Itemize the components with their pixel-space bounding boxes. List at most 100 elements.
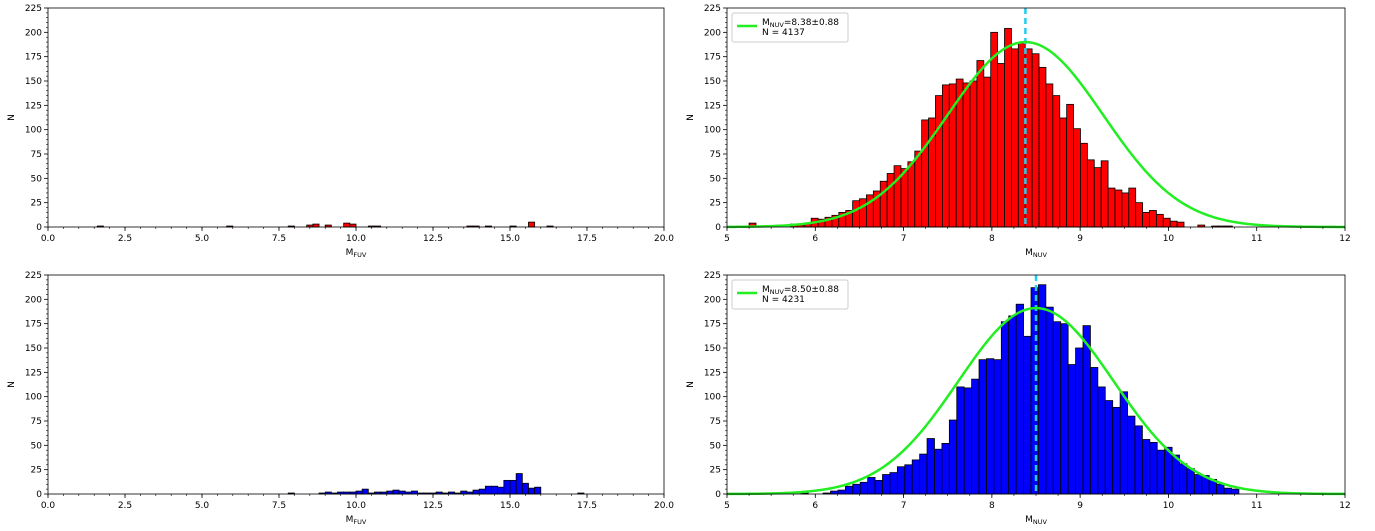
- y-tick-label: 200: [704, 295, 721, 305]
- x-tick-label: 7: [901, 234, 907, 244]
- histogram-bar: [935, 95, 943, 228]
- y-tick-label: 225: [704, 4, 721, 14]
- histogram-bar: [398, 490, 406, 495]
- histogram-bar: [997, 63, 1005, 228]
- histogram-bar: [882, 474, 891, 495]
- panel-fuv_blue: 0 25 50 75 100 125 150 175 200 225 0.0 2.5 5.0 7.5 10.…: [7, 271, 674, 526]
- histogram-bar: [1134, 425, 1143, 495]
- y-tick-label: 175: [25, 53, 42, 63]
- y-tick-label: 0: [36, 223, 42, 233]
- x-tick-label: 5.0: [195, 501, 210, 511]
- y-tick-label: 75: [710, 417, 721, 427]
- histogram-bar: [349, 223, 357, 228]
- x-tick-label: 12: [1339, 234, 1350, 244]
- histogram-bar: [896, 466, 906, 495]
- histogram-bar: [948, 419, 958, 495]
- histogram-bar: [886, 173, 895, 228]
- x-axis-label: MFUV: [346, 248, 367, 259]
- histogram-bar: [1075, 347, 1084, 495]
- histogram-bar: [1193, 474, 1203, 495]
- histogram-bar: [919, 453, 928, 495]
- y-tick-label: 0: [715, 223, 721, 233]
- histogram-bar: [1149, 210, 1157, 228]
- histogram-bar: [361, 488, 369, 495]
- x-tick-label: 5.0: [195, 234, 210, 244]
- histogram-bar: [478, 488, 486, 495]
- histogram-bar: [830, 490, 839, 495]
- histogram-bar: [509, 479, 517, 495]
- y-tick-label: 100: [704, 126, 721, 136]
- histogram-bar: [1067, 364, 1076, 495]
- histogram-bar: [1059, 117, 1068, 228]
- histogram-bar: [491, 485, 499, 495]
- histogram-bar: [1100, 160, 1109, 228]
- histogram-bar: [1119, 391, 1128, 495]
- histogram-bar: [515, 473, 523, 495]
- y-tick-label: 150: [25, 344, 42, 354]
- histogram-bar: [859, 481, 869, 495]
- histogram-bar: [1104, 400, 1114, 495]
- y-tick-label: 225: [704, 271, 721, 281]
- histogram-bar: [1135, 202, 1143, 228]
- y-tick-label: 25: [710, 199, 721, 209]
- histogram-bar: [1000, 321, 1010, 495]
- histogram-bar: [1086, 159, 1095, 228]
- histogram-bar: [859, 198, 867, 228]
- x-axis-label: MFUV: [346, 515, 367, 526]
- histogram-bar: [1127, 415, 1136, 495]
- histogram-bar: [1052, 95, 1061, 228]
- histogram-bar: [1169, 220, 1178, 228]
- histogram-bar: [1231, 488, 1240, 495]
- y-tick-label: 50: [710, 174, 722, 184]
- histogram-bar: [990, 31, 999, 228]
- histogram-bar: [983, 76, 992, 228]
- legend: MNUV=8.38±0.88N = 4137: [731, 12, 849, 43]
- x-tick-label: 7.5: [272, 234, 286, 244]
- histogram-bar: [1011, 48, 1019, 228]
- y-axis-label: N: [686, 114, 696, 121]
- histogram-bar: [312, 223, 320, 228]
- histogram-bar: [1030, 287, 1039, 495]
- y-tick-label: 150: [704, 344, 721, 354]
- y-tick-label: 200: [25, 28, 42, 38]
- x-tick-label: 12.5: [423, 501, 443, 511]
- panel-fuv_red: 0 25 50 75 100 125 150 175 200 225 0.0 2.5 5.0 7.5 10.…: [7, 4, 674, 259]
- x-tick-label: 5: [724, 234, 730, 244]
- x-tick-label: 11: [1251, 234, 1262, 244]
- histogram-bar: [976, 60, 985, 228]
- histogram-bar: [1090, 367, 1099, 495]
- y-tick-label: 50: [710, 441, 722, 451]
- histogram-bar: [1156, 449, 1166, 495]
- y-axis-label: N: [686, 381, 696, 388]
- x-tick-label: 6: [812, 501, 818, 511]
- histogram-bar: [1179, 463, 1188, 495]
- histogram-bar: [460, 490, 468, 495]
- histogram-bar: [1112, 406, 1121, 495]
- histogram-bar: [941, 84, 950, 228]
- gaussian-fit-curve: [726, 306, 1346, 496]
- histogram-bar: [343, 222, 351, 228]
- histogram-bar: [1023, 335, 1032, 495]
- legend-count: N = 4137: [762, 28, 805, 38]
- histogram-bar: [879, 180, 888, 228]
- y-tick-label: 125: [704, 101, 721, 111]
- legend-box: [731, 279, 849, 310]
- y-tick-label: 125: [25, 101, 42, 111]
- x-tick-label: 7: [901, 501, 907, 511]
- x-axis-label: MNUV: [1025, 248, 1047, 259]
- y-tick-label: 225: [25, 271, 42, 281]
- histogram-bar: [978, 359, 987, 495]
- histogram-bar: [1060, 323, 1069, 495]
- histogram-bar: [528, 221, 536, 228]
- histogram-bar: [1052, 321, 1062, 495]
- y-tick-label: 50: [31, 441, 43, 451]
- y-tick-label: 75: [31, 417, 42, 427]
- y-tick-label: 225: [25, 4, 42, 14]
- histogram-bar: [911, 459, 921, 495]
- y-tick-label: 0: [715, 490, 721, 500]
- histogram-bar: [1149, 442, 1158, 495]
- panel-nuv_red: MNUV=8.38±0.88N = 4137025507510012515017…: [686, 4, 1351, 259]
- histogram-bar: [472, 489, 480, 495]
- y-tick-label: 100: [704, 393, 721, 403]
- histogram-bar: [921, 119, 929, 228]
